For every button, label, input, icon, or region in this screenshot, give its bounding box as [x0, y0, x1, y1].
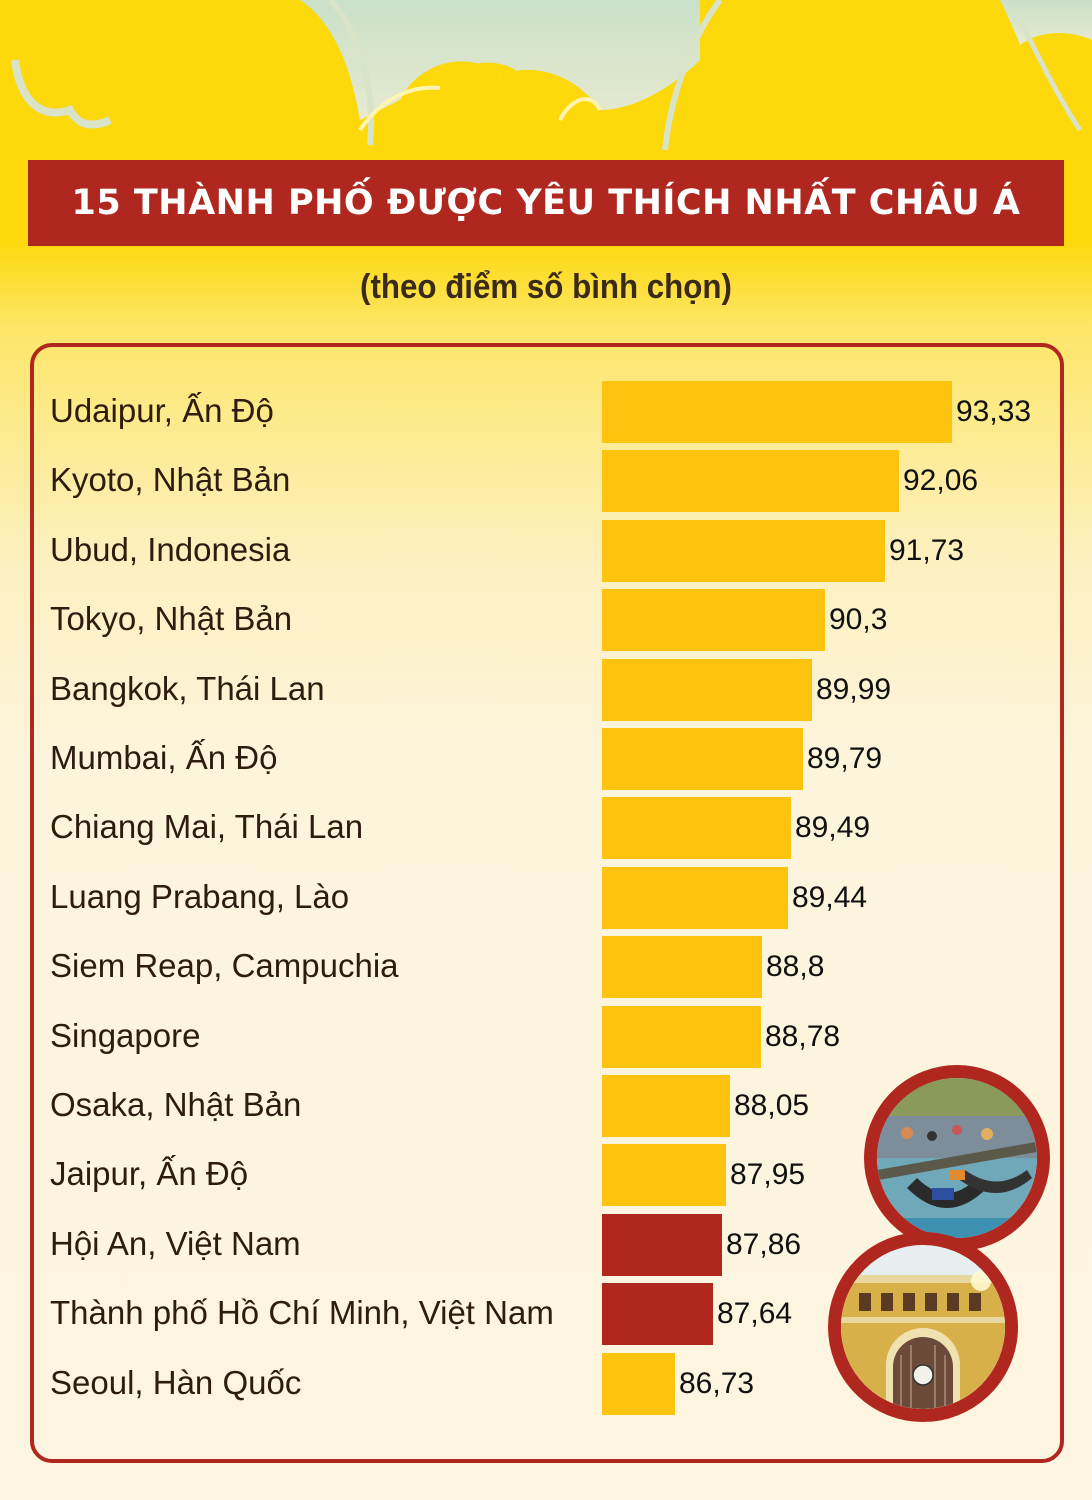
bar-value-label: 91,73	[889, 533, 965, 567]
bar-label: Singapore	[50, 1016, 201, 1054]
bar-label: Udaipur, Ấn Độ	[50, 392, 274, 429]
bar-value-label: 87,64	[717, 1297, 793, 1331]
bar-row: Kyoto, Nhật Bản 92,06	[0, 450, 1092, 513]
hoi-an-boats-photo	[864, 1065, 1050, 1251]
bar-label: Tokyo, Nhật Bản	[50, 600, 293, 638]
bar	[602, 589, 825, 652]
bar	[602, 1352, 675, 1415]
boats-image-icon	[877, 1078, 1037, 1238]
bar-label: Bangkok, Thái Lan	[50, 669, 325, 707]
bar	[602, 450, 899, 513]
bar-value-label: 86,73	[679, 1366, 755, 1400]
bar-label: Kyoto, Nhật Bản	[50, 461, 291, 499]
bar-label: Luang Prabang, Lào	[50, 877, 350, 915]
title-banner: 15 THÀNH PHỐ ĐƯỢC YÊU THÍCH NHẤT CHÂU Á	[28, 160, 1064, 246]
bar-value-label: 87,86	[726, 1227, 802, 1261]
bar	[602, 381, 952, 443]
bar-label: Chiang Mai, Thái Lan	[50, 808, 364, 846]
bar-row: Udaipur, Ấn Độ 93,33	[0, 381, 1092, 443]
bar	[602, 728, 803, 790]
bar-label: Jaipur, Ấn Độ	[50, 1155, 249, 1193]
bar-label: Hội An, Việt Nam	[50, 1224, 301, 1262]
bar-label: Thành phố Hồ Chí Minh, Việt Nam	[50, 1294, 554, 1332]
bar-label: Ubud, Indonesia	[50, 530, 291, 568]
bar-row: Mumbai, Ấn Độ 89,79	[0, 728, 1092, 790]
bar-label: Osaka, Nhật Bản	[50, 1086, 302, 1123]
bar-row: Siem Reap, Campuchia 88,8	[0, 936, 1092, 999]
bar	[602, 797, 791, 860]
bar	[602, 1075, 730, 1137]
bar-row: Hội An, Việt Nam 87,86	[0, 1213, 1092, 1276]
bar-row: Luang Prabang, Lào 89,44	[0, 866, 1092, 929]
bar-row: Chiang Mai, Thái Lan 89,49	[0, 797, 1092, 860]
bar-row: Seoul, Hàn Quốc 86,73	[0, 1352, 1092, 1415]
bar-label: Seoul, Hàn Quốc	[50, 1363, 302, 1401]
bar	[602, 519, 885, 582]
bar	[602, 1144, 726, 1207]
bar-value-label: 89,79	[807, 742, 883, 775]
bar	[602, 1005, 761, 1068]
bar-value-label: 88,78	[765, 1019, 841, 1053]
bar	[602, 936, 762, 999]
bar-value-label: 88,8	[766, 950, 825, 984]
bar	[602, 658, 812, 721]
saigon-post-office-photo	[828, 1232, 1018, 1422]
bar-row: Ubud, Indonesia 91,73	[0, 519, 1092, 582]
bar	[602, 866, 788, 929]
bar-row: Singapore 88,78	[0, 1005, 1092, 1068]
bar-value-label: 93,33	[956, 395, 1032, 428]
chart-panel	[30, 343, 1064, 1463]
bar-row: Osaka, Nhật Bản 88,05	[0, 1075, 1092, 1137]
bar-value-label: 87,95	[730, 1158, 806, 1192]
chart-title: 15 THÀNH PHỐ ĐƯỢC YÊU THÍCH NHẤT CHÂU Á	[71, 183, 1021, 223]
bar-row: Jaipur, Ấn Độ 87,95	[0, 1144, 1092, 1207]
bar-row: Thành phố Hồ Chí Minh, Việt Nam 87,64	[0, 1283, 1092, 1346]
bar-value-label: 90,3	[829, 603, 888, 637]
bar-highlighted	[602, 1213, 722, 1276]
bar-row: Bangkok, Thái Lan 89,99	[0, 658, 1092, 721]
bar-value-label: 89,99	[816, 672, 892, 706]
bar-row: Tokyo, Nhật Bản 90,3	[0, 589, 1092, 652]
bar-value-label: 92,06	[903, 464, 979, 498]
bar-highlighted	[602, 1283, 713, 1346]
post-office-image-icon	[841, 1245, 1005, 1409]
bar-value-label: 88,05	[734, 1089, 810, 1122]
sky-clouds-decoration	[0, 0, 1092, 160]
bar-value-label: 89,49	[795, 811, 871, 845]
bar-label: Siem Reap, Campuchia	[50, 947, 399, 985]
chart-subtitle: (theo điểm số bình chọn)	[360, 268, 732, 306]
bar-label: Mumbai, Ấn Độ	[50, 739, 278, 776]
bar-value-label: 89,44	[792, 880, 868, 914]
